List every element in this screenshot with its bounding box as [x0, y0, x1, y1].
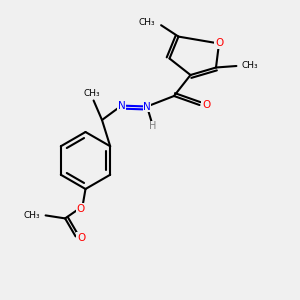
Text: CH₃: CH₃: [84, 89, 100, 98]
Text: CH₃: CH₃: [139, 18, 155, 27]
Text: CH₃: CH₃: [24, 211, 40, 220]
Text: CH₃: CH₃: [242, 61, 258, 70]
Text: O: O: [77, 233, 85, 243]
Text: O: O: [77, 204, 85, 214]
Text: O: O: [215, 38, 223, 49]
Text: N: N: [143, 101, 151, 112]
Text: O: O: [202, 100, 210, 110]
Text: N: N: [118, 100, 125, 111]
Text: H: H: [149, 121, 157, 131]
